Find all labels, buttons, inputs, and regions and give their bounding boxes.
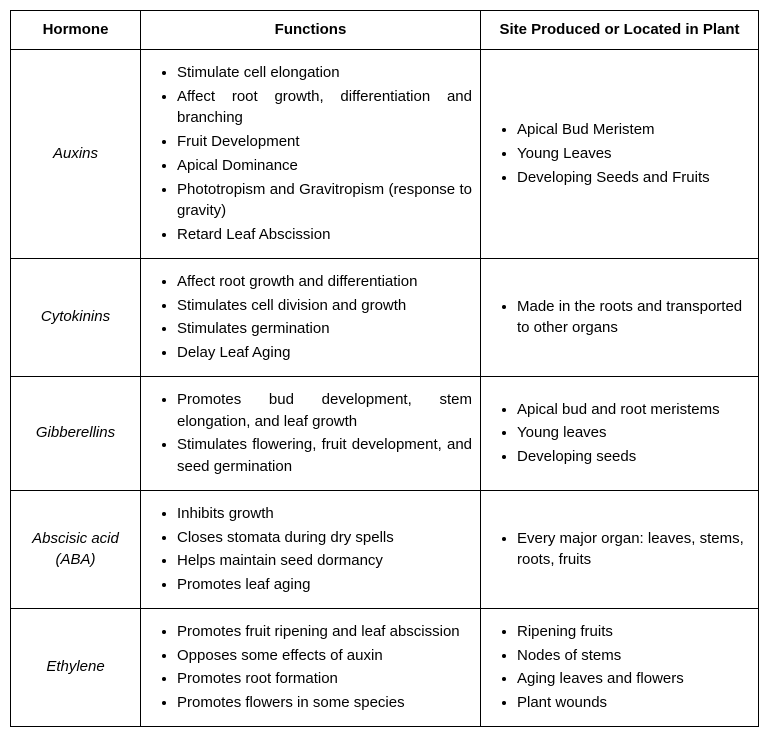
function-item: Phototropism and Gravitropism (response … — [177, 179, 472, 223]
site-item: Plant wounds — [517, 692, 750, 714]
table-row: Ethylene Promotes fruit ripening and leaf… — [11, 608, 759, 726]
function-item: Promotes root formation — [177, 668, 472, 690]
site-cell: Apical bud and root meristemsYoung leave… — [481, 376, 759, 490]
site-item: Developing Seeds and Fruits — [517, 167, 750, 189]
table-row: CytokininsAffect root growth and differe… — [11, 258, 759, 376]
functions-list: Inhibits growthCloses stomata during dry… — [149, 503, 472, 596]
site-cell: Ripening fruitsNodes of stemsAging leave… — [481, 608, 759, 726]
function-item: Stimulates germination — [177, 318, 472, 340]
site-item: Young Leaves — [517, 143, 750, 165]
site-item: Young leaves — [517, 422, 750, 444]
site-item: Aging leaves and flowers — [517, 668, 750, 690]
functions-list: Promotes bud development, stem elongatio… — [149, 389, 472, 478]
site-cell: Apical Bud MeristemYoung LeavesDevelopin… — [481, 49, 759, 258]
sites-list: Made in the roots and transported to oth… — [489, 296, 750, 340]
function-item: Inhibits growth — [177, 503, 472, 525]
function-item: Stimulates flowering, fruit development,… — [177, 434, 472, 478]
table-row: AuxinsStimulate cell elongationAffect ro… — [11, 49, 759, 258]
hormone-name: Auxins — [11, 49, 141, 258]
function-item: Promotes leaf aging — [177, 574, 472, 596]
function-item: Fruit Development — [177, 131, 472, 153]
sites-list: Every major organ: leaves, stems, roots,… — [489, 528, 750, 572]
sites-list: Apical bud and root meristemsYoung leave… — [489, 399, 750, 468]
site-cell: Every major organ: leaves, stems, roots,… — [481, 490, 759, 608]
plant-hormones-table: Hormone Functions Site Produced or Locat… — [10, 10, 759, 727]
functions-cell: Inhibits growthCloses stomata during dry… — [141, 490, 481, 608]
functions-cell: Affect root growth and differentiationSt… — [141, 258, 481, 376]
site-item: Made in the roots and transported to oth… — [517, 296, 750, 340]
function-item: Stimulate cell elongation — [177, 62, 472, 84]
function-item: Promotes fruit ripening and leaf absciss… — [177, 621, 472, 643]
site-item: Apical Bud Meristem — [517, 119, 750, 141]
functions-cell: Promotes fruit ripening and leaf absciss… — [141, 608, 481, 726]
function-item: Opposes some effects of auxin — [177, 645, 472, 667]
table-row: Abscisic acid (ABA)Inhibits growthCloses… — [11, 490, 759, 608]
function-item: Apical Dominance — [177, 155, 472, 177]
functions-cell: Stimulate cell elongationAffect root gro… — [141, 49, 481, 258]
functions-list: Promotes fruit ripening and leaf absciss… — [149, 621, 472, 714]
header-site: Site Produced or Located in Plant — [481, 11, 759, 50]
function-item: Affect root growth, differentiation and … — [177, 86, 472, 130]
site-item: Nodes of stems — [517, 645, 750, 667]
function-item: Stimulates cell division and growth — [177, 295, 472, 317]
site-item: Ripening fruits — [517, 621, 750, 643]
functions-list: Affect root growth and differentiationSt… — [149, 271, 472, 364]
function-item: Retard Leaf Abscission — [177, 224, 472, 246]
hormone-name: Cytokinins — [11, 258, 141, 376]
sites-list: Ripening fruitsNodes of stemsAging leave… — [489, 621, 750, 714]
header-hormone: Hormone — [11, 11, 141, 50]
site-item: Every major organ: leaves, stems, roots,… — [517, 528, 750, 572]
sites-list: Apical Bud MeristemYoung LeavesDevelopin… — [489, 119, 750, 188]
hormone-name: Ethylene — [11, 608, 141, 726]
table-header-row: Hormone Functions Site Produced or Locat… — [11, 11, 759, 50]
function-item: Affect root growth and differentiation — [177, 271, 472, 293]
header-functions: Functions — [141, 11, 481, 50]
function-item: Promotes flowers in some species — [177, 692, 472, 714]
hormone-name: Abscisic acid (ABA) — [11, 490, 141, 608]
function-item: Promotes bud development, stem elongatio… — [177, 389, 472, 433]
site-cell: Made in the roots and transported to oth… — [481, 258, 759, 376]
functions-list: Stimulate cell elongationAffect root gro… — [149, 62, 472, 246]
function-item: Closes stomata during dry spells — [177, 527, 472, 549]
functions-cell: Promotes bud development, stem elongatio… — [141, 376, 481, 490]
site-item: Apical bud and root meristems — [517, 399, 750, 421]
function-item: Delay Leaf Aging — [177, 342, 472, 364]
table-row: Gibberellins Promotes bud development, st… — [11, 376, 759, 490]
function-item: Helps maintain seed dormancy — [177, 550, 472, 572]
hormone-name: Gibberellins — [11, 376, 141, 490]
site-item: Developing seeds — [517, 446, 750, 468]
